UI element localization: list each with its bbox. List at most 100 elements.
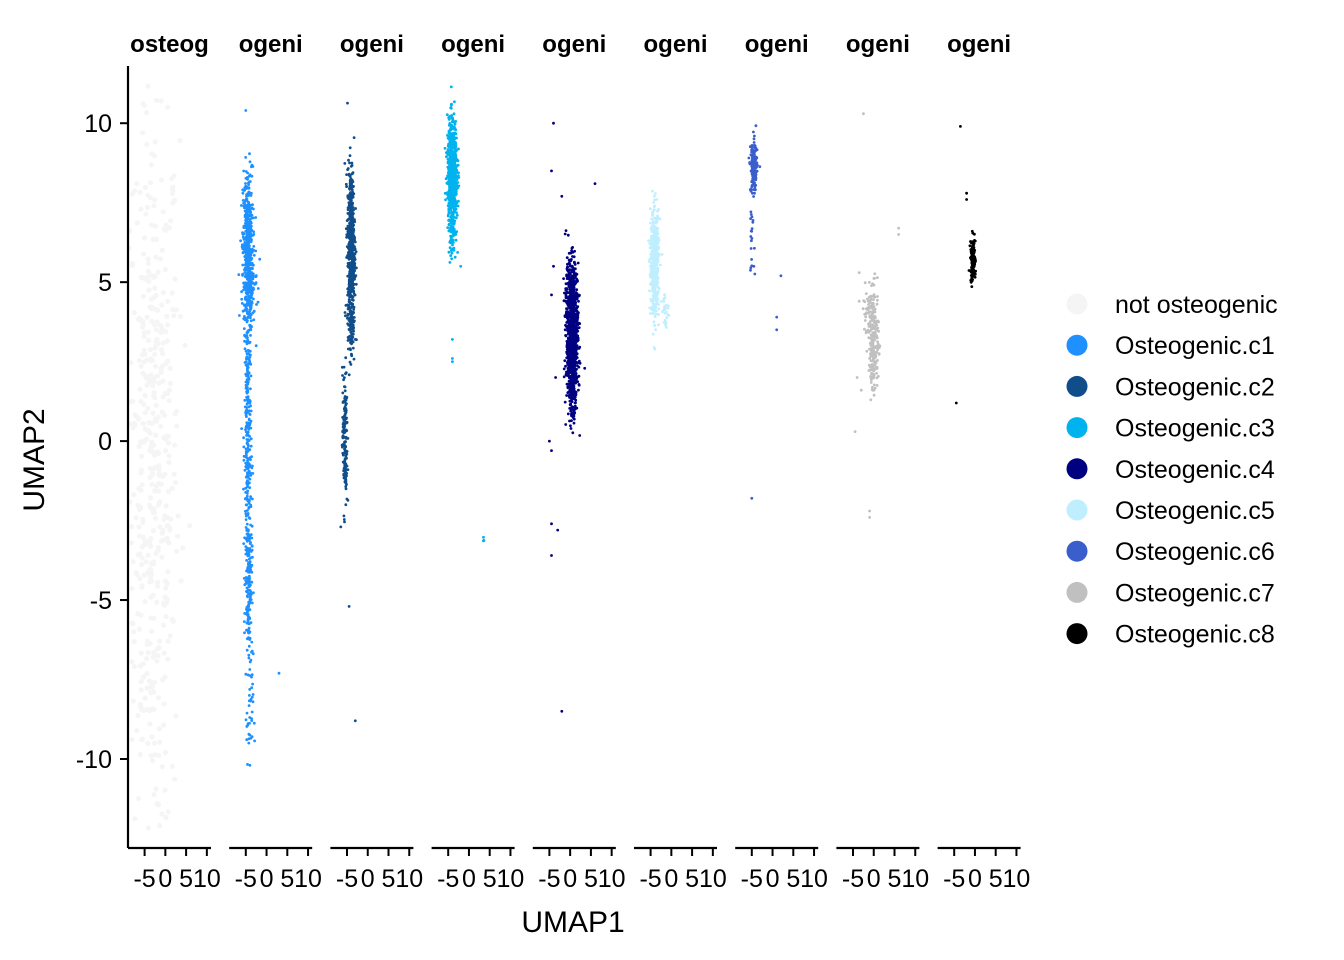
data-point [246, 461, 250, 465]
data-point [456, 204, 460, 208]
data-point [447, 180, 451, 184]
data-point [572, 308, 576, 312]
data-point [249, 334, 252, 337]
data-point [138, 612, 144, 618]
data-point [250, 717, 254, 720]
data-point [131, 310, 137, 316]
data-point [659, 300, 663, 303]
data-point [570, 246, 574, 250]
data-point [144, 314, 150, 320]
data-point [248, 252, 252, 255]
data-point [565, 267, 569, 271]
data-point [245, 456, 248, 459]
data-point [154, 658, 160, 664]
x-tick-label: 10 [395, 865, 423, 893]
data-point [655, 246, 658, 249]
data-point [448, 246, 452, 250]
data-point [576, 338, 580, 342]
data-point [450, 213, 454, 217]
data-point [154, 583, 161, 589]
data-point [446, 196, 450, 200]
data-point [244, 509, 247, 513]
data-point [143, 211, 149, 217]
data-point [450, 221, 454, 224]
data-point [346, 293, 349, 297]
data-point [554, 376, 557, 379]
data-point [248, 300, 252, 304]
data-point [154, 307, 161, 313]
data-point [159, 247, 165, 253]
data-point [244, 425, 248, 429]
data-point [449, 215, 453, 219]
data-point [570, 390, 574, 394]
data-point [343, 395, 347, 398]
data-point [560, 194, 564, 198]
data-point [247, 582, 250, 585]
x-tick-label: 10 [193, 865, 221, 893]
data-point [450, 194, 454, 198]
data-point [243, 339, 246, 343]
facet-panel: ogeni-5 0 5 10 [330, 31, 423, 893]
data-point [452, 246, 456, 250]
data-point [445, 113, 449, 117]
data-point [156, 466, 162, 472]
data-point [348, 273, 352, 277]
data-point [250, 601, 254, 605]
data-point [147, 304, 153, 310]
data-point [143, 559, 149, 565]
data-point [661, 310, 664, 314]
data-point [249, 214, 253, 218]
data-point [566, 315, 570, 319]
data-point [550, 449, 553, 452]
data-point [238, 314, 241, 317]
data-point [348, 316, 352, 320]
data-point [248, 349, 252, 353]
data-point [753, 183, 756, 187]
data-point [164, 338, 170, 344]
data-point [352, 282, 356, 286]
data-point [449, 132, 453, 136]
data-point [652, 241, 655, 244]
data-point [240, 290, 244, 294]
data-point [352, 260, 356, 264]
data-point [151, 295, 157, 301]
data-point [655, 295, 658, 299]
data-point [248, 173, 252, 177]
data-point [258, 257, 262, 261]
data-point [144, 274, 150, 280]
data-point [350, 268, 353, 272]
data-point [564, 282, 568, 286]
data-point [246, 614, 250, 618]
data-point [752, 176, 756, 180]
data-point [568, 279, 572, 283]
data-point [131, 629, 137, 635]
data-point [165, 298, 171, 304]
data-point [754, 164, 758, 168]
data-point [576, 261, 580, 265]
data-point [153, 343, 159, 349]
data-point [152, 395, 158, 401]
data-point [142, 410, 148, 416]
data-point [249, 285, 253, 289]
data-point [158, 329, 164, 336]
facet-strip-label: ogeni [340, 31, 404, 58]
data-point [163, 503, 169, 509]
facet-strip-label: ogeni [644, 31, 708, 58]
data-point [165, 358, 171, 364]
data-point [449, 254, 453, 257]
data-point [574, 352, 578, 356]
data-point [248, 636, 252, 640]
data-point [657, 252, 661, 256]
data-point [164, 322, 171, 328]
data-point [154, 599, 160, 606]
data-point [351, 317, 354, 321]
data-point [572, 417, 576, 421]
facet-panel: osteog-5 0 5 10 [126, 31, 221, 893]
data-point [574, 325, 578, 329]
data-point [147, 465, 153, 472]
data-point [662, 300, 666, 303]
data-point [653, 303, 657, 306]
data-point [569, 308, 573, 312]
data-point [147, 579, 153, 585]
data-point [573, 401, 577, 405]
